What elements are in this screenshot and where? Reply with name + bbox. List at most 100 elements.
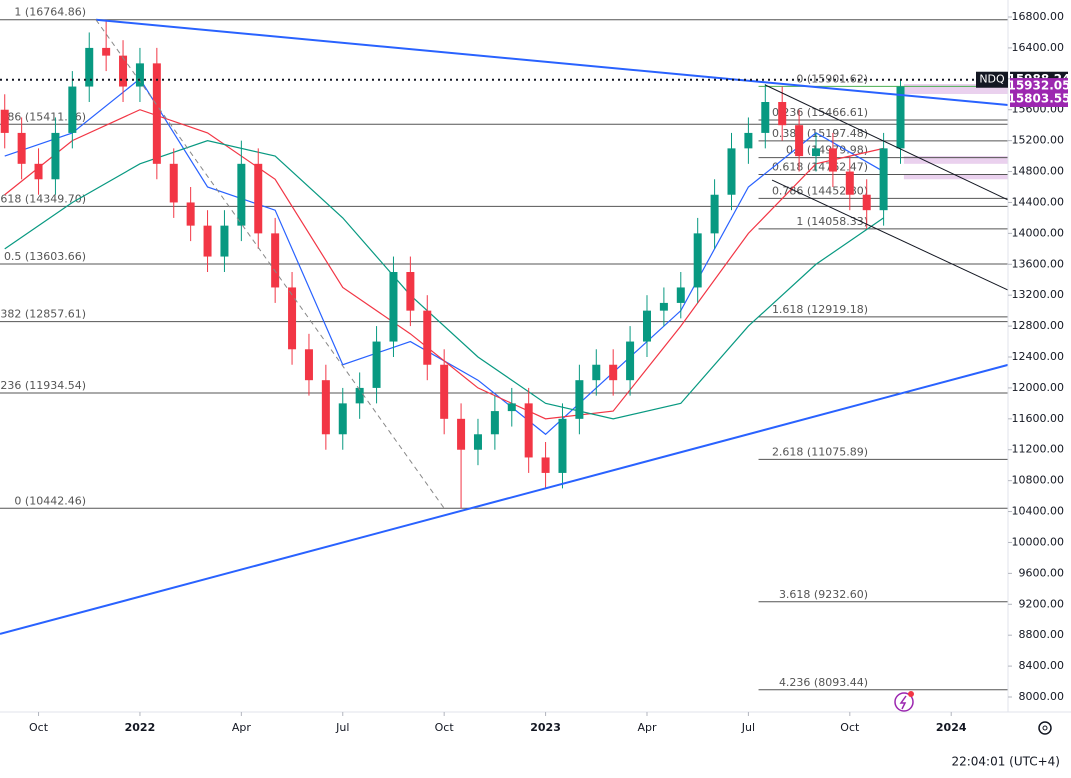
y-tick-label: 12800.00 xyxy=(1012,319,1065,332)
candle-body xyxy=(169,163,178,203)
x-tick-label: 2024 xyxy=(936,721,967,734)
candle-body xyxy=(17,132,26,164)
settings-icon[interactable] xyxy=(1038,721,1052,735)
candle-body xyxy=(0,109,9,133)
clock: 22:04:01 (UTC+4) xyxy=(951,755,1060,769)
candle-body xyxy=(34,163,43,180)
x-tick-label: Oct xyxy=(435,721,455,734)
y-tick-label: 16400.00 xyxy=(1012,41,1065,54)
y-tick-label: 15200.00 xyxy=(1012,134,1065,147)
candle-body xyxy=(440,364,449,419)
y-tick-label: 14000.00 xyxy=(1012,226,1065,239)
trend-line xyxy=(765,84,1009,201)
candle-body xyxy=(355,387,364,404)
candle-body xyxy=(659,302,668,311)
marker-badge xyxy=(1010,90,1068,107)
fib-label: 0 (10442.46) xyxy=(14,494,86,507)
candle-body xyxy=(102,47,111,56)
candle-body xyxy=(795,125,804,157)
y-tick-label: 11600.00 xyxy=(1012,412,1065,425)
candle-body xyxy=(761,102,770,133)
lightning-bolt[interactable] xyxy=(899,695,907,710)
alert-dot[interactable] xyxy=(908,691,914,697)
candle-body xyxy=(304,349,313,381)
x-tick-label: Apr xyxy=(232,721,252,734)
candle-body xyxy=(490,411,499,435)
fib-label: 0.236 (15466.61) xyxy=(772,106,868,119)
trend-line xyxy=(95,18,1009,107)
candle-body xyxy=(862,194,871,211)
candle-body xyxy=(51,132,60,180)
y-tick-label: 10000.00 xyxy=(1012,535,1065,548)
candle-body xyxy=(744,132,753,149)
candle-body xyxy=(372,341,381,388)
fib-label: 1 (14058.33) xyxy=(796,215,868,228)
fib-label: 0 (15901.62) xyxy=(796,72,868,85)
x-tick-label: Apr xyxy=(637,721,657,734)
candle-body xyxy=(507,403,516,412)
x-tick-label: Jul xyxy=(741,721,755,734)
candle-body xyxy=(406,272,415,311)
y-tick-label: 16800.00 xyxy=(1012,10,1065,23)
y-tick-label: 9600.00 xyxy=(1019,566,1065,579)
lightning-circle[interactable] xyxy=(894,692,914,712)
candle-body xyxy=(524,403,533,458)
plot: 1 (16764.86)0.786 (15411.86)0.618 (14349… xyxy=(0,6,1009,691)
y-tick-label: 9200.00 xyxy=(1019,597,1065,610)
candle-body xyxy=(828,148,837,172)
candle-body xyxy=(254,163,263,234)
trend-line xyxy=(95,19,445,509)
candle-body xyxy=(338,403,347,435)
y-tick-label: 12400.00 xyxy=(1012,350,1065,363)
x-tick-label: Oct xyxy=(840,721,860,734)
trend-line xyxy=(771,179,1009,291)
candle-body xyxy=(119,55,128,87)
candle-body xyxy=(541,457,550,473)
candle-body xyxy=(812,148,820,157)
y-tick-label: 8800.00 xyxy=(1019,628,1065,641)
candle-body xyxy=(592,364,601,381)
candle-body xyxy=(186,202,195,226)
x-tick-label: Oct xyxy=(29,721,49,734)
y-tick-label: 8400.00 xyxy=(1019,659,1065,672)
candle-body xyxy=(389,272,398,342)
trend-line xyxy=(0,363,1009,635)
fib-label: 0.618 (14349.70) xyxy=(0,192,86,205)
y-tick-label: 10400.00 xyxy=(1012,505,1065,518)
candle-body xyxy=(271,233,280,288)
candle-body xyxy=(321,380,330,435)
candle-body xyxy=(609,364,618,381)
candle-body xyxy=(288,287,297,350)
y-tick-label: 10800.00 xyxy=(1012,474,1065,487)
lightning-icon[interactable] xyxy=(894,691,914,712)
y-tick-label: 13200.00 xyxy=(1012,288,1065,301)
fib-label: 2.618 (11075.89) xyxy=(772,445,868,458)
y-tick-label: 12000.00 xyxy=(1012,381,1065,394)
y-tick-label: 14800.00 xyxy=(1012,165,1065,178)
fib-label: 0.5 (14979.98) xyxy=(786,144,868,157)
zone xyxy=(903,156,1008,164)
gear[interactable] xyxy=(1038,721,1052,735)
y-tick-label: 11200.00 xyxy=(1012,443,1065,456)
candle-body xyxy=(626,341,635,381)
fib-label: 0.786 (14452.80) xyxy=(772,184,868,197)
fib-label: 4.236 (8093.44) xyxy=(779,676,868,689)
candle-body xyxy=(693,233,702,288)
fib-label: 0.382 (15197.48) xyxy=(772,127,868,140)
candle-body xyxy=(879,148,888,211)
candle-body xyxy=(676,287,685,303)
y-tick-label: 14400.00 xyxy=(1012,195,1065,208)
candle-body xyxy=(727,148,736,195)
candle-body xyxy=(220,225,229,257)
gear-center[interactable] xyxy=(1042,725,1048,731)
x-tick-label: 2023 xyxy=(530,721,561,734)
marker-label: 15932.05 xyxy=(1007,79,1070,93)
candle-body xyxy=(457,418,466,450)
candle-body xyxy=(575,380,584,419)
candle-body xyxy=(68,86,77,133)
candle-body xyxy=(642,310,651,342)
candle-body xyxy=(423,310,432,365)
marker-badge xyxy=(1010,78,1068,95)
